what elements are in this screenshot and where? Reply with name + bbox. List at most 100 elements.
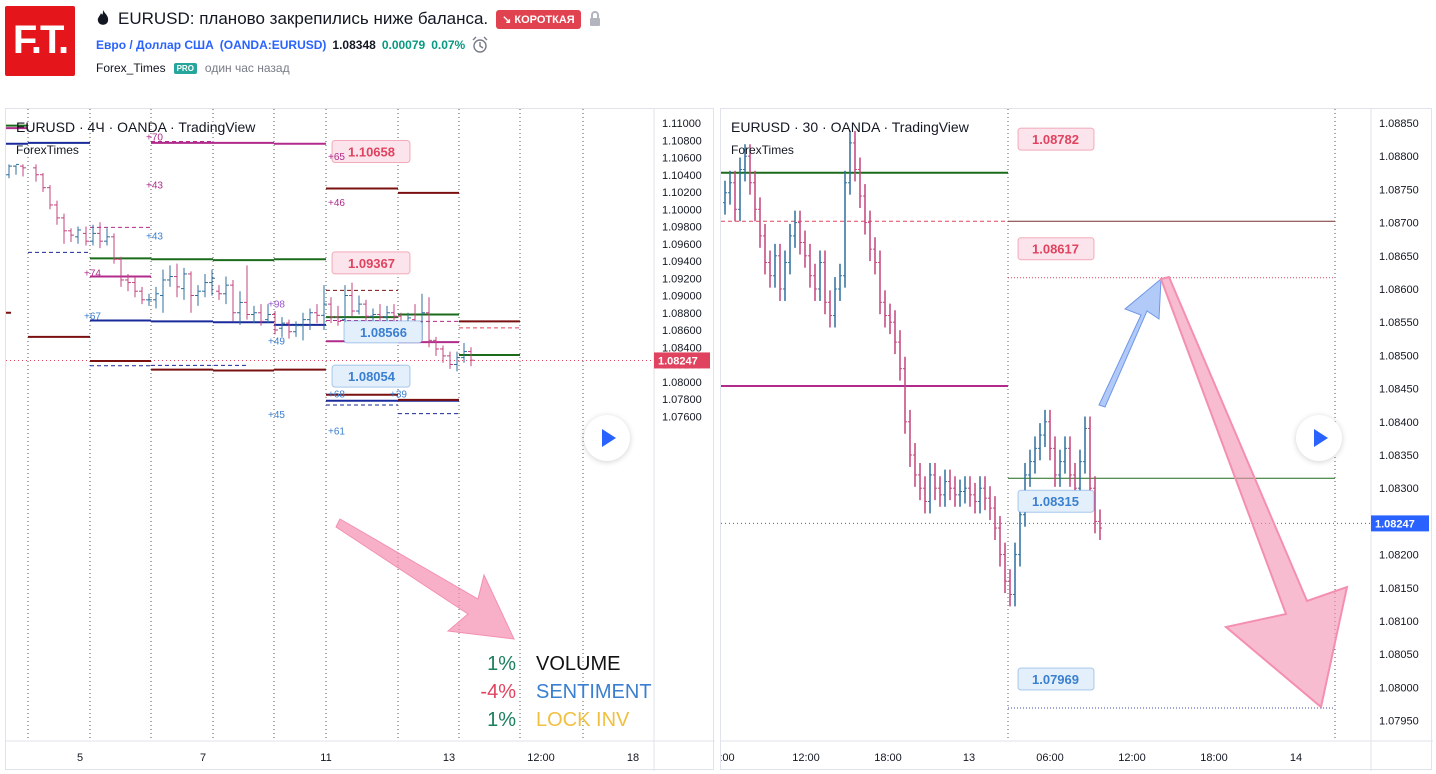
y-tick-label: 1.08850 (1379, 118, 1419, 130)
alarm-clock-icon[interactable] (471, 36, 489, 54)
y-tick-label: 1.08700 (1379, 218, 1419, 230)
chart-4h-watermark: ForexTimes (16, 143, 79, 157)
offset-label: +45 (268, 410, 285, 421)
flame-icon (97, 10, 109, 25)
level-callout-box (1017, 667, 1095, 691)
y-tick-label: 1.08750 (1379, 184, 1419, 196)
level-callout-label: 1.08617 (1032, 242, 1079, 257)
y-tick-label: 1.08300 (1379, 483, 1419, 495)
lock-icon (589, 11, 600, 26)
y-tick-label: 1.10800 (662, 135, 702, 147)
author-name[interactable]: Forex_Times (96, 61, 166, 75)
idea-title: EURUSD: планово закрепились ниже баланса… (118, 9, 489, 28)
y-tick-label: 1.11000 (662, 118, 701, 130)
y-tick-label: 1.08600 (1379, 284, 1419, 296)
current-price-tag (1371, 515, 1429, 532)
y-tick-label: 1.07950 (1379, 716, 1419, 728)
title-row: EURUSD: планово закрепились ниже баланса… (96, 8, 601, 30)
author-row: Forex_Times PRO один час назад (96, 61, 290, 75)
x-tick-label: 12:00 (527, 752, 555, 764)
current-price-tag (654, 352, 710, 369)
y-tick-label: 1.08200 (1379, 550, 1419, 562)
play-button-30m[interactable] (1296, 415, 1342, 461)
y-tick-label: 1.09000 (662, 291, 702, 303)
level-callout-label: 1.08315 (1032, 494, 1079, 509)
offset-label: +46 (328, 198, 345, 209)
y-tick-label: 1.09400 (662, 256, 702, 268)
price-change-pct: 0.07% (431, 38, 466, 52)
level-callout-box (1017, 127, 1095, 151)
x-tick-label: 11 (320, 752, 331, 764)
legend-percent: 1% (487, 709, 516, 731)
y-tick-label: 1.08550 (1379, 317, 1419, 329)
level-callout-label: 1.08054 (348, 369, 396, 384)
current-price-label: 1.08247 (658, 355, 698, 367)
level-callout-box (1017, 489, 1095, 513)
symbol-link[interactable]: (OANDA:EURUSD) (219, 38, 327, 52)
current-price-label: 1.08247 (1375, 518, 1415, 530)
projection-arrow (335, 518, 515, 640)
offset-label: +61 (328, 426, 345, 437)
y-tick-label: 1.08400 (1379, 417, 1419, 429)
x-tick-label: 18:00 (874, 752, 902, 764)
offset-label: +98 (268, 300, 285, 311)
pair-link[interactable]: Евро / Доллар США (96, 38, 214, 52)
chart-30m-title: EURUSD · 30 · OANDA · TradingView (731, 119, 969, 135)
offset-label: +43 (146, 231, 163, 242)
y-tick-label: 1.08000 (662, 377, 702, 389)
x-tick-label: 14 (1290, 752, 1302, 764)
last-price: 1.08348 (332, 38, 376, 52)
y-tick-label: 1.08350 (1379, 450, 1419, 462)
y-tick-label: 1.09200 (662, 273, 702, 285)
x-tick-label: 13 (443, 752, 455, 764)
logo-text: F.T. (12, 18, 69, 62)
level-callout-label: 1.10658 (348, 144, 395, 159)
legend-name: SENTIMENT (536, 681, 652, 703)
offset-label: +74 (84, 269, 101, 280)
short-badge[interactable]: ↘ КОРОТКАЯ (496, 9, 581, 29)
projection-arrow-up (1098, 277, 1162, 408)
level-callout-label: 1.09367 (348, 256, 395, 271)
y-tick-label: 1.09600 (662, 239, 702, 251)
idea-header: F.T. EURUSD: планово закрепились ниже ба… (0, 0, 1436, 100)
y-tick-label: 1.08450 (1379, 384, 1419, 396)
y-tick-label: 1.10000 (662, 204, 702, 216)
x-tick-label: 18 (627, 752, 639, 764)
legend-percent: 1% (487, 653, 516, 675)
legend-name: LOCK INV (536, 709, 630, 731)
x-tick-label: 13 (963, 752, 975, 764)
pro-badge: PRO (173, 62, 197, 74)
y-tick-label: 1.08050 (1379, 649, 1419, 661)
symbol-row: Евро / Доллар США (OANDA:EURUSD) 1.08348… (96, 36, 489, 54)
play-button-4h[interactable] (584, 415, 630, 461)
y-tick-label: 1.08100 (1379, 616, 1419, 628)
y-tick-label: 1.08500 (1379, 350, 1419, 362)
y-tick-label: 1.09800 (662, 222, 702, 234)
offset-label: +49 (268, 337, 285, 348)
chart-30m-panel[interactable]: 1.08850 1.08800 1.08750 1.08700 1.08650 1.086… (720, 108, 1433, 771)
offset-label: +70 (146, 132, 163, 143)
y-tick-label: 1.07800 (662, 394, 702, 406)
y-tick-label: 1.08650 (1379, 251, 1419, 263)
level-callout-label: 1.08566 (360, 325, 407, 340)
chart-30m-canvas[interactable]: 1.08850 1.08800 1.08750 1.08700 1.08650 1.086… (721, 109, 1433, 771)
chart-4h-title: EURUSD · 4Ч · OANDA · TradingView (16, 119, 256, 135)
y-tick-label: 1.10600 (662, 153, 702, 165)
x-tick-label: :00 (721, 752, 735, 764)
offset-label: +68 (328, 389, 345, 400)
legend-name: VOLUME (536, 653, 621, 675)
level-callout-label: 1.08782 (1032, 132, 1079, 147)
y-tick-label: 1.08600 (662, 325, 702, 337)
level-callout-box (331, 251, 411, 275)
level-callout-box (343, 320, 423, 344)
level-callout-label: 1.07969 (1032, 672, 1079, 687)
chart-4h-panel[interactable]: 1.11000 1.10800 1.10600 1.10400 1.10200 1.100… (5, 108, 715, 771)
author-logo[interactable]: F.T. (5, 6, 75, 76)
projection-arrow-down (1159, 275, 1349, 709)
offset-label: +39 (390, 389, 407, 400)
level-callout-box (331, 139, 411, 163)
y-tick-label: 1.07600 (662, 411, 702, 423)
x-tick-label: 12:00 (1118, 752, 1146, 764)
legend-percent: -4% (480, 681, 516, 703)
chart-4h-canvas[interactable]: 1.11000 1.10800 1.10600 1.10400 1.10200 1.100… (6, 109, 715, 771)
